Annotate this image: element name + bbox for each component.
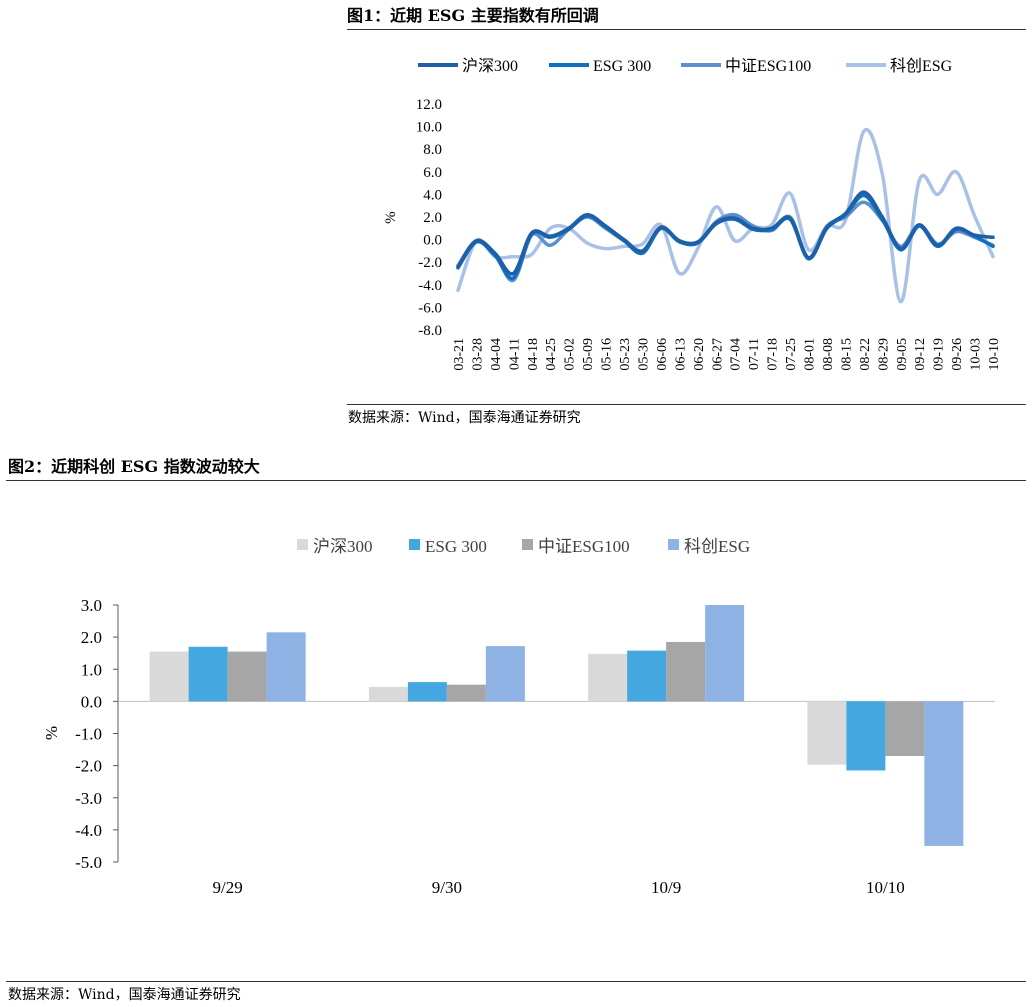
x-tick-label: 10/10 — [866, 878, 905, 897]
x-tick-label: 07-25 — [784, 338, 799, 371]
y-tick-label: -4.0 — [75, 821, 102, 840]
legend-label-2: ESG 300 — [593, 58, 651, 75]
y-tick-label: 12.0 — [416, 97, 442, 113]
x-tick-label: 06-06 — [655, 338, 670, 371]
x-tick-label: 03-28 — [470, 338, 485, 371]
bar-3-2 — [446, 684, 486, 702]
figure2-source: 数据来源：Wind，国泰海通证券研究 — [8, 987, 241, 1003]
figure2-top-rule — [6, 480, 1026, 481]
bar-2-4 — [846, 701, 886, 771]
series-line-4 — [456, 127, 995, 304]
x-tick-label: 04-11 — [507, 338, 522, 370]
x-tick-label: 04-25 — [544, 338, 559, 371]
x-tick-label: 04-18 — [526, 338, 541, 371]
x-tick-label: 05-02 — [563, 338, 578, 371]
legend-swatch-3 — [522, 539, 533, 550]
legend-swatch-4 — [668, 539, 679, 550]
x-tick-label: 07-11 — [747, 338, 762, 370]
x-tick-label: 10-03 — [969, 338, 984, 371]
figure1-bottom-rule — [347, 404, 1026, 405]
bar-4-3 — [705, 605, 745, 702]
bar-1-1 — [149, 651, 189, 702]
series-line-3 — [456, 200, 995, 283]
figure2-title: 图2：近期科创 ESG 指数波动较大 — [8, 457, 260, 476]
bar-2-1 — [188, 646, 228, 702]
bar-3-4 — [885, 701, 925, 756]
x-tick-label: 09-05 — [895, 338, 910, 371]
y-tick-label: -2.0 — [75, 757, 102, 776]
x-tick-label: 08-29 — [876, 338, 891, 371]
y-tick-label: 2.0 — [81, 628, 102, 647]
bar-4-1 — [266, 632, 306, 702]
y-tick-label: 4.0 — [423, 187, 442, 203]
x-tick-label: 05-23 — [618, 338, 633, 371]
x-tick-label: 06-27 — [710, 338, 725, 371]
x-tick-label: 9/30 — [432, 878, 462, 897]
y-tick-label: 2.0 — [423, 210, 442, 226]
y-tick-label: -2.0 — [418, 255, 442, 271]
y-tick-label: -4.0 — [418, 278, 442, 294]
figure1-line-chart: 沪深300 ESG 300 中证ESG100 科创ESG 12.0 10.0 8.0 6.0 4… — [383, 57, 1002, 371]
bar-2-3 — [627, 650, 667, 702]
bar-1-2 — [368, 686, 408, 702]
legend-label-4: 科创ESG — [684, 537, 750, 556]
figure1-top-rule — [347, 29, 1026, 30]
bar-1-3 — [588, 653, 628, 702]
figure1-source: 数据来源：Wind，国泰海通证券研究 — [348, 410, 581, 426]
bar-1-4 — [807, 701, 847, 765]
figure2-bottom-rule — [6, 981, 1026, 982]
x-tick-label: 08-08 — [821, 338, 836, 371]
x-tick-label: 9/29 — [213, 878, 243, 897]
legend-label-1: 沪深300 — [313, 537, 373, 556]
bar-3-3 — [666, 641, 706, 702]
y-tick-label: 3.0 — [81, 596, 102, 615]
y-tick-label: -1.0 — [75, 725, 102, 744]
figure1-title: 图1：近期 ESG 主要指数有所回调 — [347, 6, 599, 25]
series-line-1 — [456, 190, 995, 276]
y-tick-label: 0.0 — [81, 692, 102, 711]
x-tick-label: 07-18 — [766, 338, 781, 371]
legend-swatch-1 — [297, 539, 308, 550]
x-tick-label: 04-04 — [489, 338, 504, 371]
x-tick-label: 10/9 — [651, 878, 681, 897]
legend-label-4: 科创ESG — [890, 57, 953, 75]
legend-label-2: ESG 300 — [425, 537, 487, 556]
x-tick-label: 06-13 — [673, 338, 688, 371]
x-tick-label: 03-21 — [452, 338, 467, 371]
x-tick-label: 09-12 — [913, 338, 928, 371]
legend-label-1: 沪深300 — [462, 57, 518, 75]
x-tick-label: 05-16 — [600, 338, 615, 371]
y-axis-label: % — [383, 211, 399, 224]
y-tick-label: 6.0 — [423, 165, 442, 181]
x-tick-label: 09-19 — [932, 338, 947, 371]
x-tick-label: 08-22 — [858, 338, 873, 371]
bar-2-2 — [407, 682, 447, 702]
y-tick-label: 10.0 — [416, 120, 442, 136]
legend-label-3: 中证ESG100 — [538, 537, 630, 556]
x-tick-label: 07-04 — [729, 338, 744, 371]
y-tick-label: 8.0 — [423, 142, 442, 158]
x-tick-label: 08-01 — [803, 338, 818, 371]
x-tick-label: 08-15 — [839, 338, 854, 371]
y-tick-label: -6.0 — [418, 300, 442, 316]
x-tick-label: 10-10 — [987, 338, 1002, 371]
bar-4-2 — [485, 646, 525, 702]
y-axis-label: % — [42, 726, 61, 740]
bar-4-4 — [924, 701, 964, 846]
legend-label-3: 中证ESG100 — [725, 57, 811, 75]
x-tick-label: 09-26 — [950, 338, 965, 371]
x-tick-label: 06-20 — [692, 338, 707, 371]
y-tick-label: -5.0 — [75, 853, 102, 872]
y-tick-label: 1.0 — [81, 660, 102, 679]
bar-3-1 — [227, 651, 267, 702]
y-tick-label: -8.0 — [418, 323, 442, 339]
x-tick-label: 05-30 — [636, 338, 651, 371]
x-tick-label: 05-09 — [581, 338, 596, 371]
y-tick-label: 0.0 — [423, 233, 442, 249]
y-tick-label: -3.0 — [75, 789, 102, 808]
legend-swatch-2 — [409, 539, 420, 550]
